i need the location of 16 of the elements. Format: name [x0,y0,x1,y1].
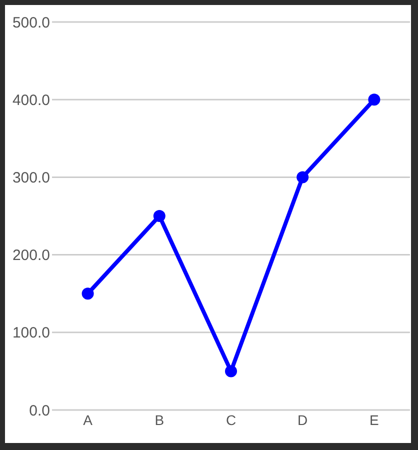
point [153,210,166,222]
point [225,365,237,378]
point [368,94,380,106]
x-tick-label: A [83,412,94,428]
point [296,171,309,184]
y-tick-label: 400.0 [12,92,50,109]
x-tick-label: C [226,412,236,428]
y-tick-label: 300.0 [12,170,50,187]
x-tick-label: E [370,412,379,428]
y-tick-label: 0.0 [29,402,50,420]
y-tick-label: 500.0 [12,14,50,32]
point [82,288,94,300]
y-tick-label: 200.0 [12,247,50,264]
x-tick-label: B [154,412,164,428]
x-tick-label: D [298,412,308,428]
y-tick-label: 100.0 [12,324,50,342]
